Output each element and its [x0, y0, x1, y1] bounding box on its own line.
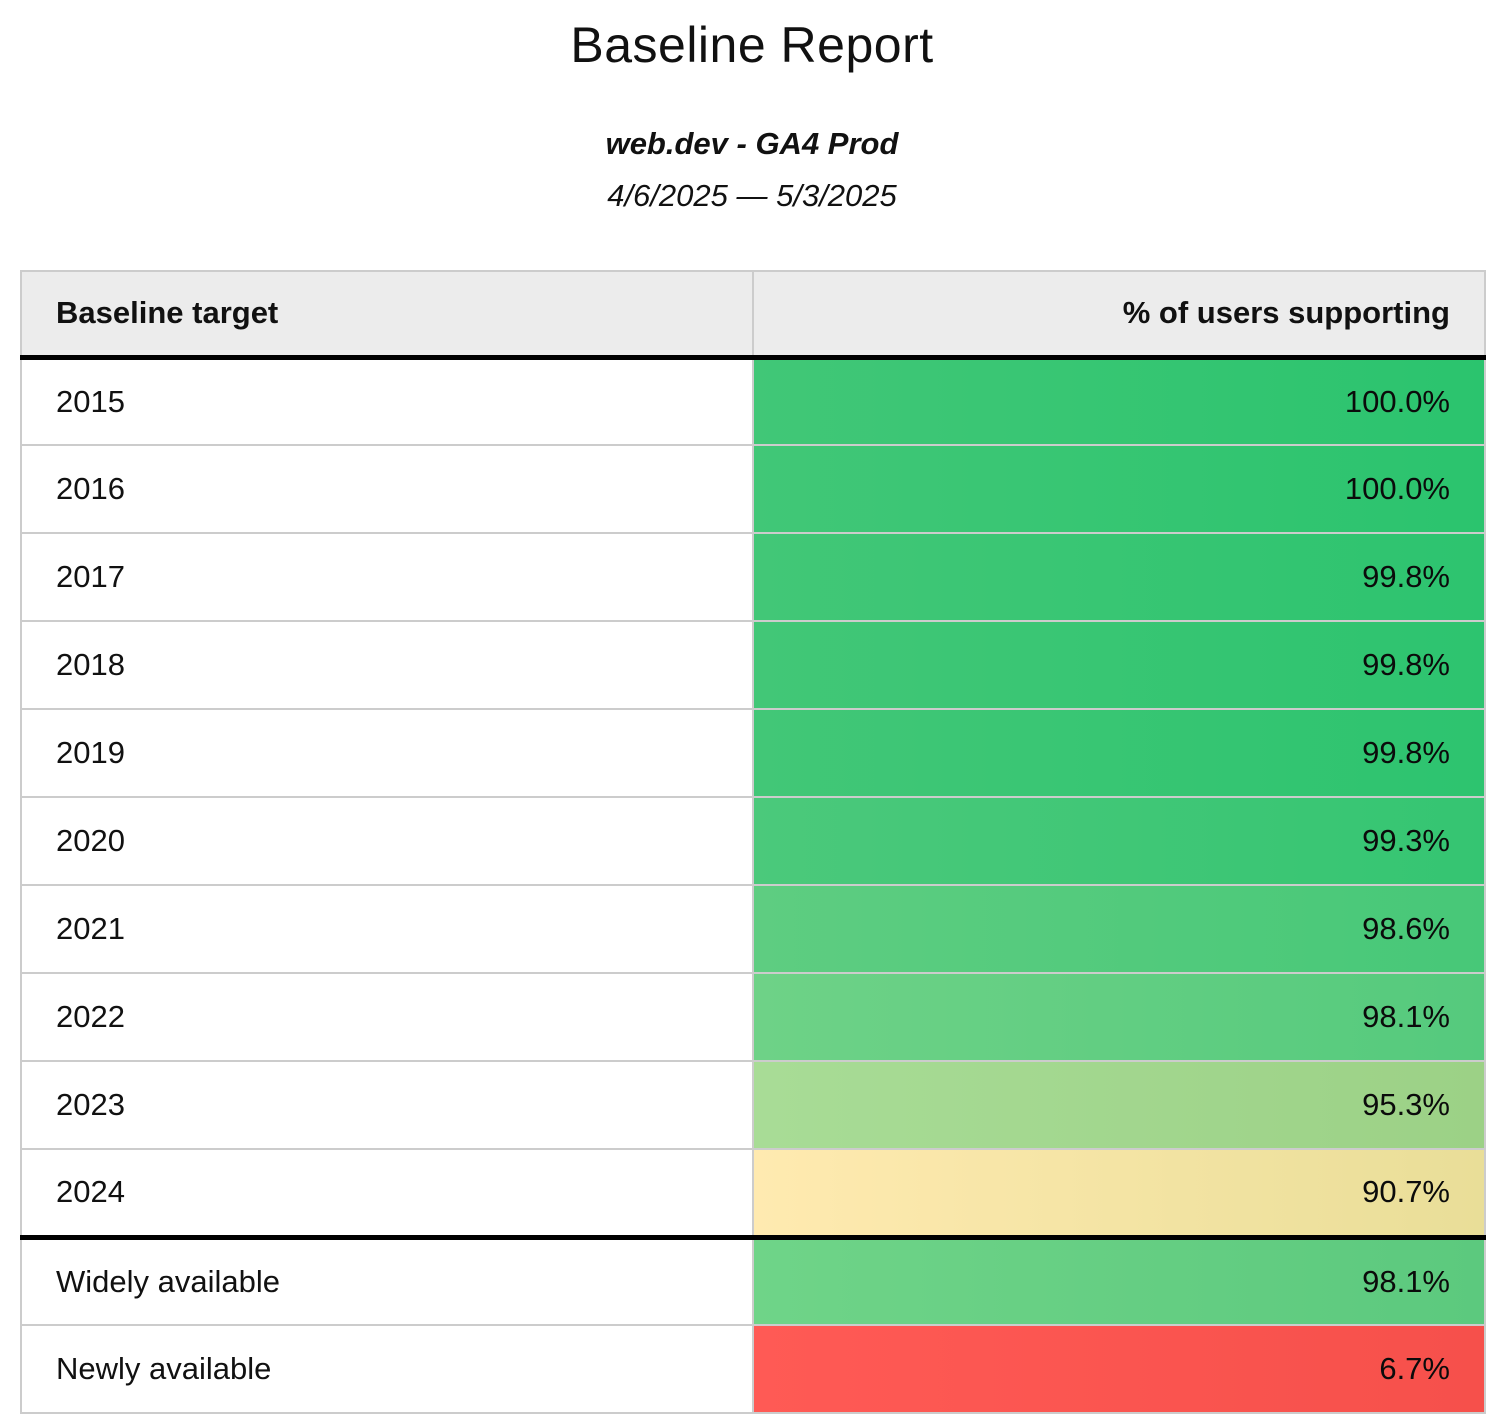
baseline-target-cell: 2022 [20, 972, 754, 1062]
baseline-table-body: 2015 100.0% 2016 100.0% 2017 99.8% 2018 99.8% 20… [20, 356, 1486, 1414]
table-row: 2018 99.8% [20, 620, 1486, 710]
pct-users-supporting-cell: 99.8% [752, 620, 1486, 710]
table-row: 2019 99.8% [20, 708, 1486, 798]
page-title: Baseline Report [570, 17, 934, 73]
pct-users-supporting-cell: 98.1% [752, 1234, 1486, 1326]
column-header-baseline-target: Baseline target [20, 270, 754, 360]
report-date-range: 4/6/2025 — 5/3/2025 [607, 178, 897, 213]
pct-users-supporting-cell: 98.6% [752, 884, 1486, 974]
baseline-target-cell: 2018 [20, 620, 754, 710]
report-source-subtitle: web.dev - GA4 Prod [605, 126, 899, 161]
pct-users-supporting-cell: 6.7% [752, 1324, 1486, 1414]
table-row: 2017 99.8% [20, 532, 1486, 622]
table-row: 2021 98.6% [20, 884, 1486, 974]
baseline-target-cell: 2015 [20, 356, 754, 446]
table-row: 2015 100.0% [20, 356, 1486, 446]
baseline-target-cell: 2017 [20, 532, 754, 622]
pct-users-supporting-cell: 100.0% [752, 444, 1486, 534]
table-row: Newly available 6.7% [20, 1324, 1486, 1414]
header-row: Baseline target % of users supporting [20, 270, 1486, 360]
baseline-target-cell: Widely available [20, 1234, 754, 1326]
baseline-table-header: Baseline target % of users supporting [20, 270, 1486, 360]
pct-users-supporting-cell: 95.3% [752, 1060, 1486, 1150]
pct-users-supporting-cell: 100.0% [752, 356, 1486, 446]
baseline-target-cell: 2019 [20, 708, 754, 798]
baseline-table: Baseline target % of users supporting 20… [20, 270, 1486, 1414]
pct-users-supporting-cell: 99.3% [752, 796, 1486, 886]
baseline-target-cell: 2023 [20, 1060, 754, 1150]
table-row: 2020 99.3% [20, 796, 1486, 886]
pct-users-supporting-cell: 99.8% [752, 708, 1486, 798]
baseline-target-cell: 2021 [20, 884, 754, 974]
pct-users-supporting-cell: 99.8% [752, 532, 1486, 622]
baseline-target-cell: 2020 [20, 796, 754, 886]
pct-users-supporting-cell: 90.7% [752, 1148, 1486, 1238]
column-header-pct-users-supporting: % of users supporting [752, 270, 1486, 360]
table-row: Widely available 98.1% [20, 1234, 1486, 1326]
baseline-target-cell: Newly available [20, 1324, 754, 1414]
table-row: 2022 98.1% [20, 972, 1486, 1062]
pct-users-supporting-cell: 98.1% [752, 972, 1486, 1062]
baseline-target-cell: 2016 [20, 444, 754, 534]
table-row: 2024 90.7% [20, 1148, 1486, 1238]
baseline-target-cell: 2024 [20, 1148, 754, 1238]
table-row: 2016 100.0% [20, 444, 1486, 534]
table-row: 2023 95.3% [20, 1060, 1486, 1150]
